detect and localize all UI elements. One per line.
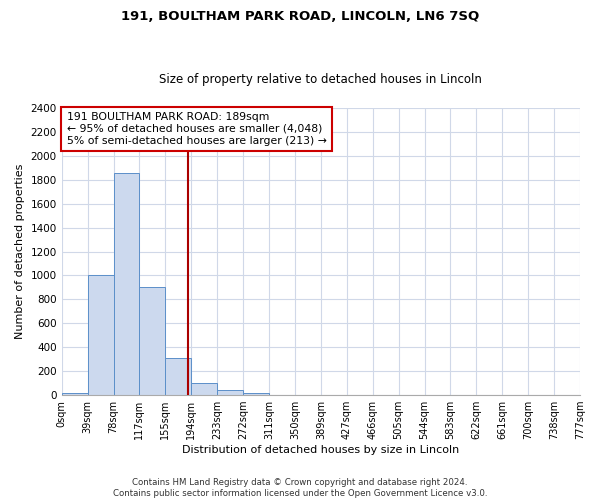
Bar [191, 383, 217, 395]
Bar [88, 276, 113, 395]
Bar [139, 288, 166, 395]
Bar [217, 390, 243, 395]
Text: Contains HM Land Registry data © Crown copyright and database right 2024.
Contai: Contains HM Land Registry data © Crown c… [113, 478, 487, 498]
X-axis label: Distribution of detached houses by size in Lincoln: Distribution of detached houses by size … [182, 445, 460, 455]
Bar [113, 172, 139, 395]
Text: 191 BOULTHAM PARK ROAD: 189sqm
← 95% of detached houses are smaller (4,048)
5% o: 191 BOULTHAM PARK ROAD: 189sqm ← 95% of … [67, 112, 327, 146]
Bar [62, 392, 88, 395]
Bar [243, 392, 269, 395]
Y-axis label: Number of detached properties: Number of detached properties [15, 164, 25, 339]
Bar [166, 358, 191, 395]
Text: 191, BOULTHAM PARK ROAD, LINCOLN, LN6 7SQ: 191, BOULTHAM PARK ROAD, LINCOLN, LN6 7S… [121, 10, 479, 23]
Title: Size of property relative to detached houses in Lincoln: Size of property relative to detached ho… [160, 73, 482, 86]
